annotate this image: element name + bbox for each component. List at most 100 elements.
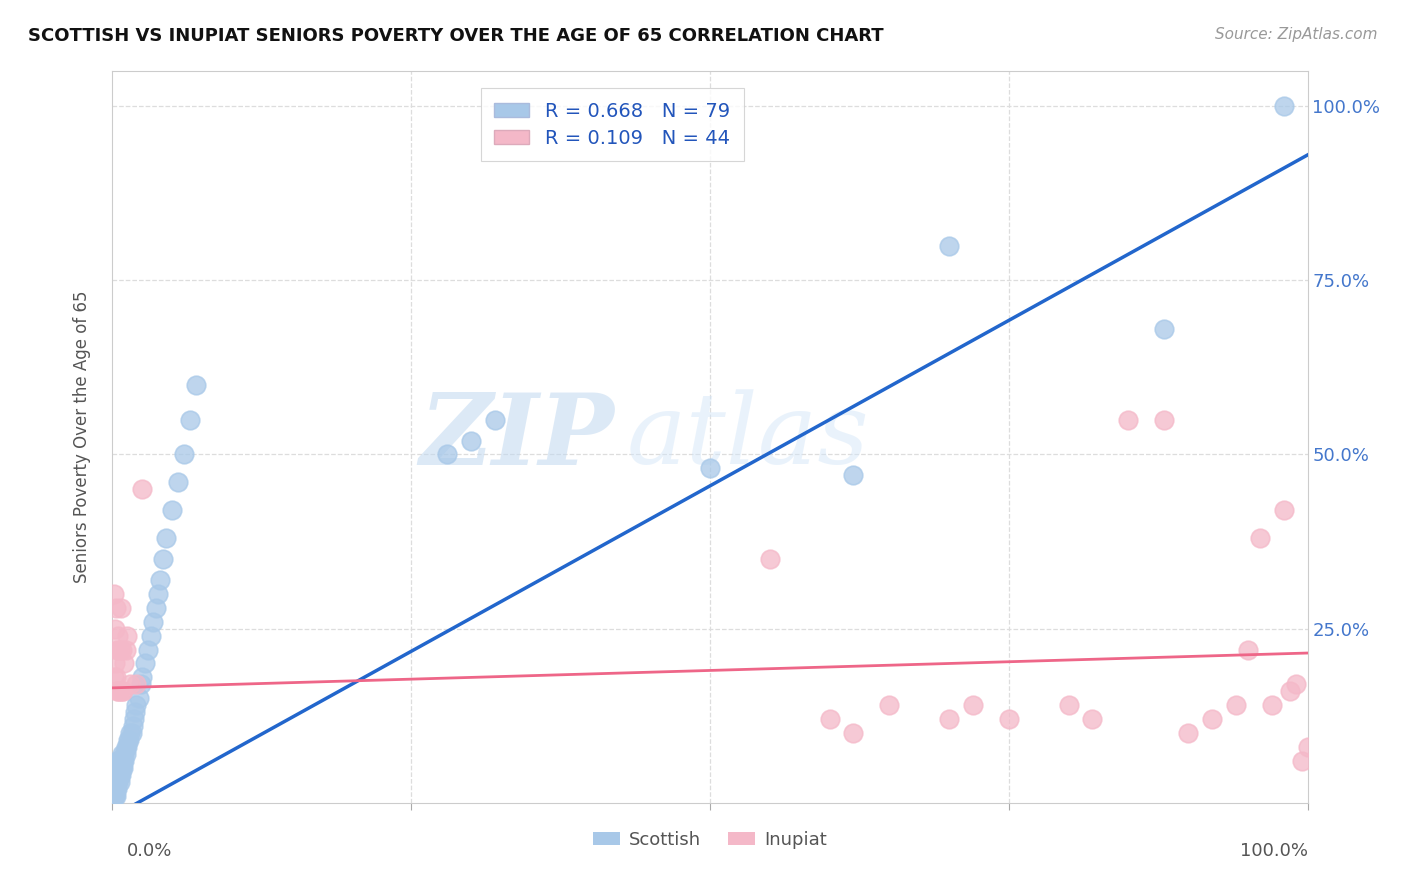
Point xyxy=(108,754,131,768)
Point xyxy=(1057,698,1080,713)
Point xyxy=(105,775,128,789)
Point xyxy=(121,719,143,733)
Point xyxy=(107,768,129,782)
Point xyxy=(152,552,174,566)
Point xyxy=(104,768,127,782)
Text: ZIP: ZIP xyxy=(419,389,614,485)
Point xyxy=(111,761,134,775)
Point xyxy=(108,775,131,789)
Point xyxy=(114,747,135,761)
Y-axis label: Seniors Poverty Over the Age of 65: Seniors Poverty Over the Age of 65 xyxy=(73,291,91,583)
Point xyxy=(103,775,125,789)
Point xyxy=(111,747,134,761)
Point xyxy=(1278,684,1301,698)
Point xyxy=(142,615,165,629)
Point xyxy=(173,448,195,462)
Point xyxy=(103,670,125,684)
Point xyxy=(155,531,177,545)
Point xyxy=(104,781,127,796)
Point xyxy=(108,761,131,775)
Point xyxy=(105,761,128,775)
Point xyxy=(1291,754,1313,768)
Point xyxy=(138,642,160,657)
Point xyxy=(104,657,127,671)
Point xyxy=(938,238,960,252)
Point xyxy=(1272,99,1295,113)
Point xyxy=(759,552,782,566)
Point xyxy=(105,768,128,782)
Point xyxy=(105,600,128,615)
Point xyxy=(114,754,135,768)
Point xyxy=(105,761,128,775)
Point xyxy=(1081,712,1104,726)
Text: SCOTTISH VS INUPIAT SENIORS POVERTY OVER THE AGE OF 65 CORRELATION CHART: SCOTTISH VS INUPIAT SENIORS POVERTY OVER… xyxy=(28,27,884,45)
Point xyxy=(460,434,482,448)
Text: 100.0%: 100.0% xyxy=(1240,842,1308,860)
Point xyxy=(107,754,129,768)
Point xyxy=(110,754,132,768)
Point xyxy=(179,412,201,426)
Point xyxy=(938,712,960,726)
Point xyxy=(145,600,167,615)
Point xyxy=(105,684,128,698)
Point xyxy=(131,670,153,684)
Point xyxy=(107,761,129,775)
Point xyxy=(105,789,128,803)
Point xyxy=(114,747,136,761)
Point xyxy=(103,789,125,803)
Point xyxy=(103,775,125,789)
Point xyxy=(107,629,129,643)
Point xyxy=(1153,412,1175,426)
Point xyxy=(122,712,145,726)
Point xyxy=(103,781,125,796)
Point xyxy=(114,657,135,671)
Point xyxy=(186,377,208,392)
Text: atlas: atlas xyxy=(627,390,869,484)
Point xyxy=(1225,698,1247,713)
Point xyxy=(103,587,125,601)
Text: 0.0%: 0.0% xyxy=(127,842,172,860)
Point xyxy=(1177,726,1199,740)
Point xyxy=(125,698,148,713)
Point xyxy=(114,740,136,755)
Point xyxy=(112,684,135,698)
Point xyxy=(111,642,134,657)
Point xyxy=(105,775,128,789)
Point xyxy=(104,781,127,796)
Point xyxy=(120,677,142,691)
Point xyxy=(436,448,458,462)
Point xyxy=(112,761,135,775)
Point xyxy=(111,754,134,768)
Point xyxy=(108,684,131,698)
Point xyxy=(842,468,865,483)
Point xyxy=(104,768,127,782)
Legend: Scottish, Inupiat: Scottish, Inupiat xyxy=(586,823,834,856)
Point xyxy=(110,600,132,615)
Point xyxy=(107,775,129,789)
Point xyxy=(108,642,131,657)
Point xyxy=(162,503,183,517)
Point xyxy=(1153,322,1175,336)
Point xyxy=(962,698,984,713)
Point xyxy=(879,698,901,713)
Point xyxy=(105,642,128,657)
Point xyxy=(128,691,150,706)
Point xyxy=(129,677,152,691)
Point xyxy=(146,587,169,601)
Point xyxy=(105,670,128,684)
Text: Source: ZipAtlas.com: Source: ZipAtlas.com xyxy=(1215,27,1378,42)
Point xyxy=(107,684,129,698)
Point xyxy=(118,733,141,747)
Point xyxy=(1237,642,1260,657)
Point xyxy=(112,754,135,768)
Point xyxy=(1201,712,1223,726)
Point xyxy=(105,754,128,768)
Point xyxy=(104,775,127,789)
Point xyxy=(484,412,506,426)
Point xyxy=(842,726,865,740)
Point xyxy=(104,775,127,789)
Point xyxy=(149,573,172,587)
Point xyxy=(104,622,127,636)
Point xyxy=(104,789,127,803)
Point xyxy=(110,761,132,775)
